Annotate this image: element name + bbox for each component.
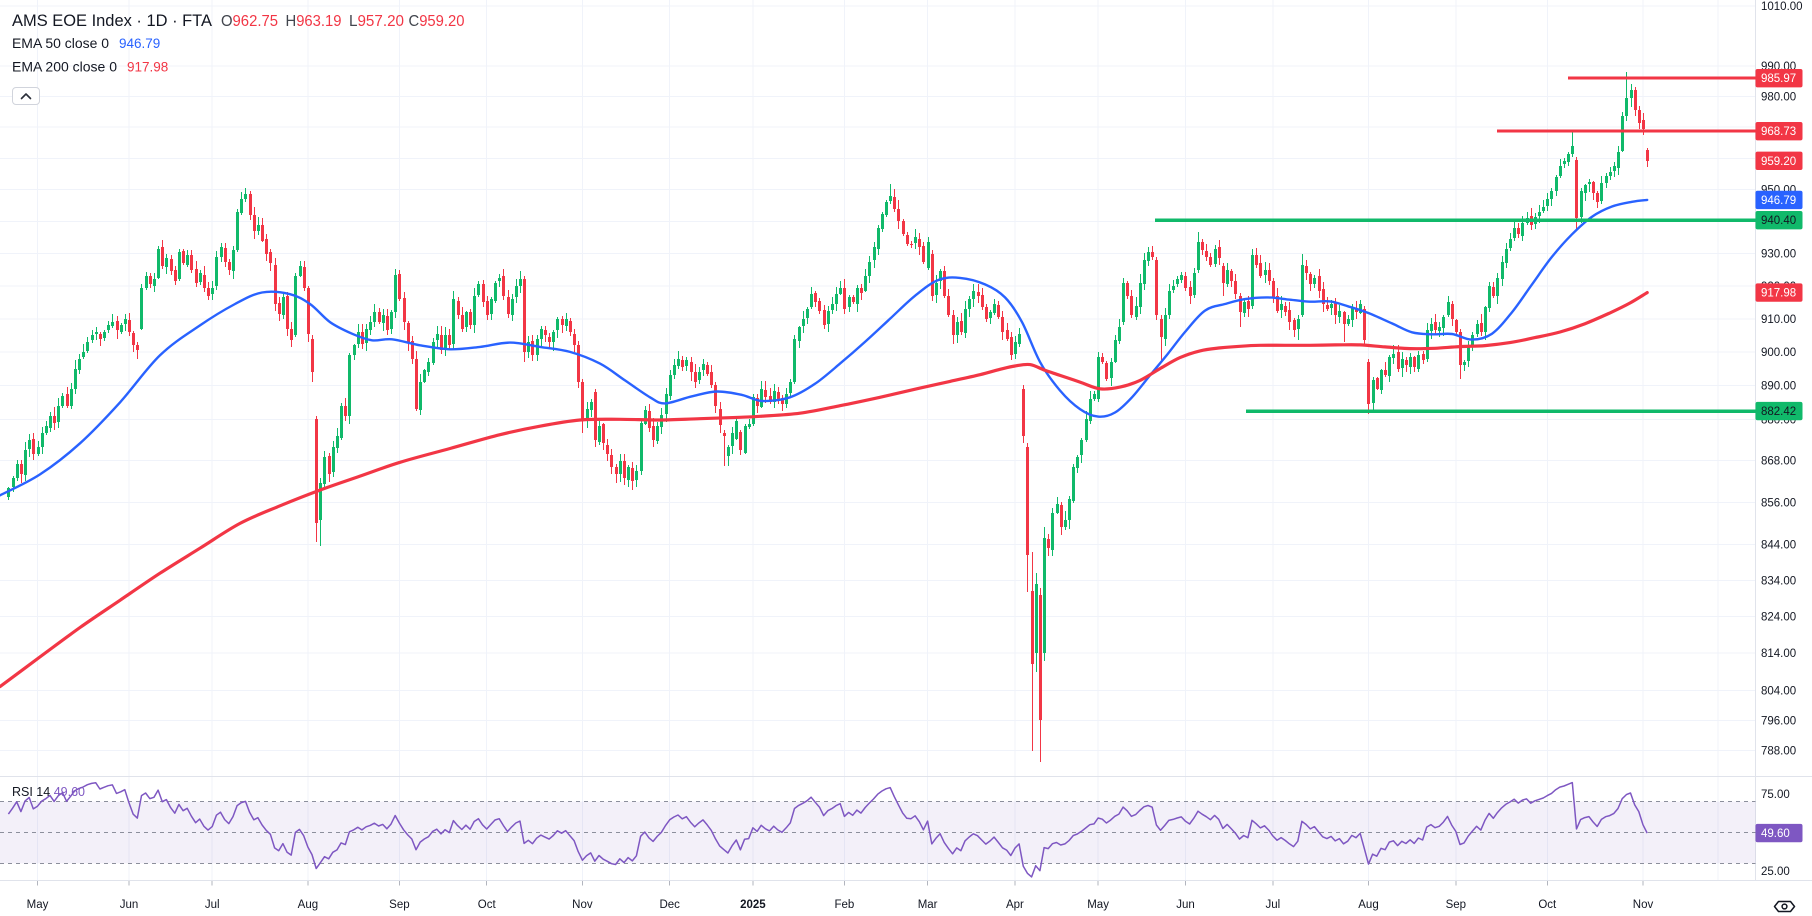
svg-text:C959.20: C959.20: [409, 13, 465, 30]
svg-text:Sep: Sep: [389, 899, 409, 911]
svg-text:Aug: Aug: [298, 899, 318, 911]
svg-text:Jul: Jul: [1265, 899, 1280, 911]
svg-text:824.00: 824.00: [1761, 612, 1796, 624]
svg-text:Oct: Oct: [1538, 899, 1557, 911]
svg-text:814.00: 814.00: [1761, 648, 1796, 660]
svg-text:968.73: 968.73: [1761, 126, 1796, 138]
svg-text:1010.00: 1010.00: [1761, 1, 1803, 13]
svg-text:25.00: 25.00: [1761, 866, 1790, 878]
svg-text:900.00: 900.00: [1761, 347, 1796, 359]
svg-text:796.00: 796.00: [1761, 715, 1796, 727]
svg-text:946.79: 946.79: [119, 36, 160, 51]
svg-text:Feb: Feb: [834, 899, 854, 911]
svg-text:Aug: Aug: [1358, 899, 1378, 911]
svg-text:Jun: Jun: [1176, 899, 1195, 911]
svg-text:EMA 200 close 0: EMA 200 close 0: [12, 60, 117, 75]
svg-text:Jul: Jul: [205, 899, 220, 911]
svg-text:868.00: 868.00: [1761, 456, 1796, 468]
svg-text:834.00: 834.00: [1761, 575, 1796, 587]
svg-text:856.00: 856.00: [1761, 497, 1796, 509]
svg-text:930.00: 930.00: [1761, 249, 1796, 261]
svg-text:Mar: Mar: [918, 899, 938, 911]
svg-text:49.60: 49.60: [1761, 828, 1790, 840]
svg-text:RSI 14 49.60: RSI 14 49.60: [12, 785, 85, 799]
svg-text:890.00: 890.00: [1761, 381, 1796, 393]
svg-text:Apr: Apr: [1006, 899, 1024, 911]
svg-text:804.00: 804.00: [1761, 685, 1796, 697]
svg-text:917.98: 917.98: [127, 60, 168, 75]
svg-text:946.79: 946.79: [1761, 195, 1796, 207]
svg-text:844.00: 844.00: [1761, 540, 1796, 552]
svg-text:910.00: 910.00: [1761, 314, 1796, 326]
svg-text:Nov: Nov: [1633, 899, 1654, 911]
svg-text:Jun: Jun: [120, 899, 139, 911]
svg-text:EMA 50 close 0: EMA 50 close 0: [12, 36, 109, 51]
svg-text:H963.19: H963.19: [286, 13, 342, 30]
svg-text:O962.75: O962.75: [221, 13, 278, 30]
svg-text:882.42: 882.42: [1761, 406, 1796, 418]
svg-text:985.97: 985.97: [1761, 73, 1796, 85]
svg-text:May: May: [1087, 899, 1109, 911]
svg-text:788.00: 788.00: [1761, 746, 1796, 758]
svg-text:May: May: [27, 899, 49, 911]
svg-text:Sep: Sep: [1446, 899, 1466, 911]
svg-text:917.98: 917.98: [1761, 288, 1796, 300]
svg-text:2025: 2025: [740, 899, 766, 911]
svg-text:75.00: 75.00: [1761, 789, 1790, 801]
svg-text:980.00: 980.00: [1761, 92, 1796, 104]
svg-text:959.20: 959.20: [1761, 156, 1796, 168]
svg-text:Oct: Oct: [478, 899, 497, 911]
svg-text:Nov: Nov: [572, 899, 593, 911]
svg-text:AMS EOE Index · 1D · FTA: AMS EOE Index · 1D · FTA: [12, 11, 213, 30]
svg-text:L957.20: L957.20: [349, 13, 404, 30]
svg-text:Dec: Dec: [659, 899, 680, 911]
svg-text:940.40: 940.40: [1761, 215, 1796, 227]
